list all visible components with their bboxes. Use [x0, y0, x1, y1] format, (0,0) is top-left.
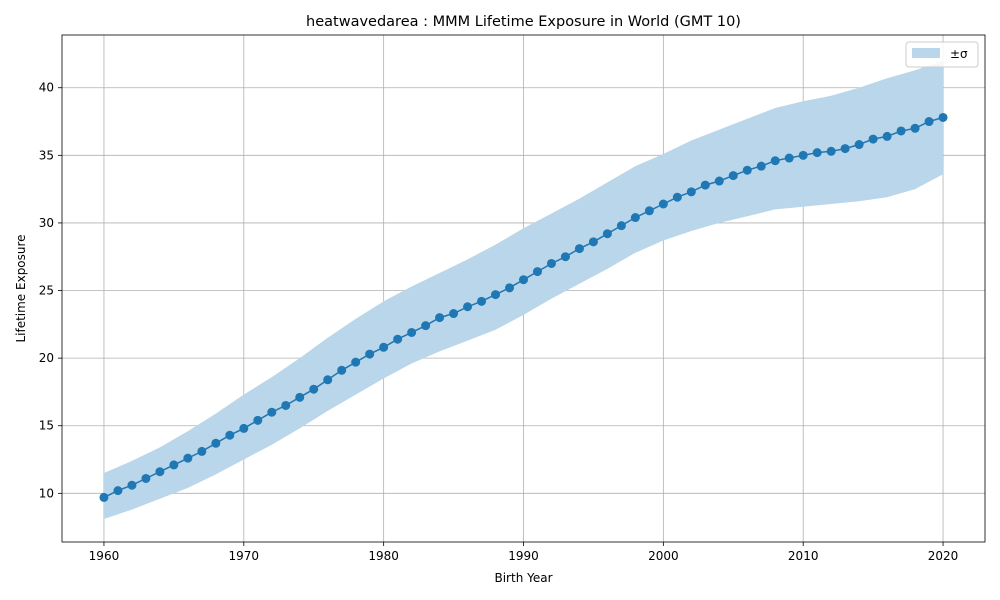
data-point	[854, 140, 864, 150]
data-point	[211, 438, 221, 448]
data-point	[742, 165, 752, 175]
data-point	[588, 237, 598, 247]
data-point	[714, 176, 724, 186]
data-point	[672, 192, 682, 202]
data-point	[393, 334, 403, 344]
data-point	[574, 244, 584, 254]
data-point	[463, 302, 473, 312]
data-point	[868, 134, 878, 144]
data-point	[435, 313, 445, 323]
data-point	[239, 423, 249, 433]
data-point	[267, 407, 277, 417]
data-point	[784, 153, 794, 163]
data-point	[770, 156, 780, 166]
data-point	[449, 309, 459, 319]
data-point	[505, 283, 515, 293]
chart-title: heatwavedarea : MMM Lifetime Exposure in…	[306, 14, 741, 30]
data-point	[351, 357, 361, 367]
x-tick-label: 2010	[788, 549, 819, 563]
x-tick-label: 1980	[368, 549, 399, 563]
data-point	[281, 400, 291, 410]
data-point	[169, 460, 179, 470]
x-tick-label: 2020	[928, 549, 959, 563]
y-axis-label: Lifetime Exposure	[14, 234, 28, 342]
data-point	[127, 480, 137, 490]
data-point	[630, 213, 640, 223]
x-tick-label: 1970	[229, 549, 260, 563]
data-point	[519, 275, 528, 285]
data-point	[938, 112, 948, 122]
data-point	[141, 473, 151, 483]
y-tick-label: 15	[39, 419, 54, 433]
data-point	[99, 492, 109, 502]
data-point	[686, 187, 696, 197]
data-point	[155, 467, 165, 477]
data-point	[532, 267, 542, 277]
data-point	[658, 199, 668, 209]
y-tick-label: 10	[39, 486, 54, 500]
data-point	[379, 342, 389, 352]
data-point	[644, 206, 654, 216]
data-point	[728, 171, 738, 181]
data-point	[700, 180, 710, 190]
y-tick-label: 25	[39, 284, 54, 298]
data-point	[491, 290, 501, 300]
y-axis-ticks: 10 15 20 25 30 35 40	[39, 81, 62, 500]
data-point	[616, 221, 626, 231]
legend-label-sigma: ±σ	[950, 47, 968, 61]
y-tick-label: 30	[39, 216, 54, 230]
legend-swatch-sigma	[912, 48, 940, 58]
data-point	[910, 123, 920, 133]
data-point	[756, 161, 766, 171]
data-point	[253, 415, 263, 425]
data-point	[337, 365, 347, 375]
x-axis-label: Birth Year	[494, 571, 552, 585]
data-point	[840, 144, 850, 154]
data-point	[798, 150, 808, 160]
data-point	[882, 131, 892, 141]
series-points	[99, 112, 948, 502]
y-tick-label: 35	[39, 148, 54, 162]
data-point	[421, 321, 431, 331]
data-point	[896, 126, 906, 136]
data-point	[295, 392, 305, 402]
x-axis-ticks: 1960 1970 1980 1990 2000 2010 2020	[89, 542, 959, 563]
x-tick-label: 1960	[89, 549, 120, 563]
data-point	[812, 148, 822, 158]
legend: ±σ	[905, 41, 979, 68]
y-tick-label: 40	[39, 81, 54, 95]
data-point	[323, 375, 333, 385]
data-point	[225, 430, 235, 440]
data-point	[183, 453, 193, 463]
x-tick-label: 2000	[648, 549, 679, 563]
data-point	[309, 384, 319, 394]
x-tick-label: 1990	[508, 549, 539, 563]
y-tick-label: 20	[39, 351, 54, 365]
data-point	[407, 327, 417, 337]
data-point	[546, 258, 556, 268]
data-point	[197, 446, 207, 456]
data-point	[113, 486, 123, 496]
data-point	[924, 117, 934, 127]
data-point	[365, 349, 375, 359]
data-point	[560, 252, 570, 262]
data-point	[826, 146, 836, 156]
data-point	[477, 296, 487, 306]
data-point	[602, 229, 612, 239]
